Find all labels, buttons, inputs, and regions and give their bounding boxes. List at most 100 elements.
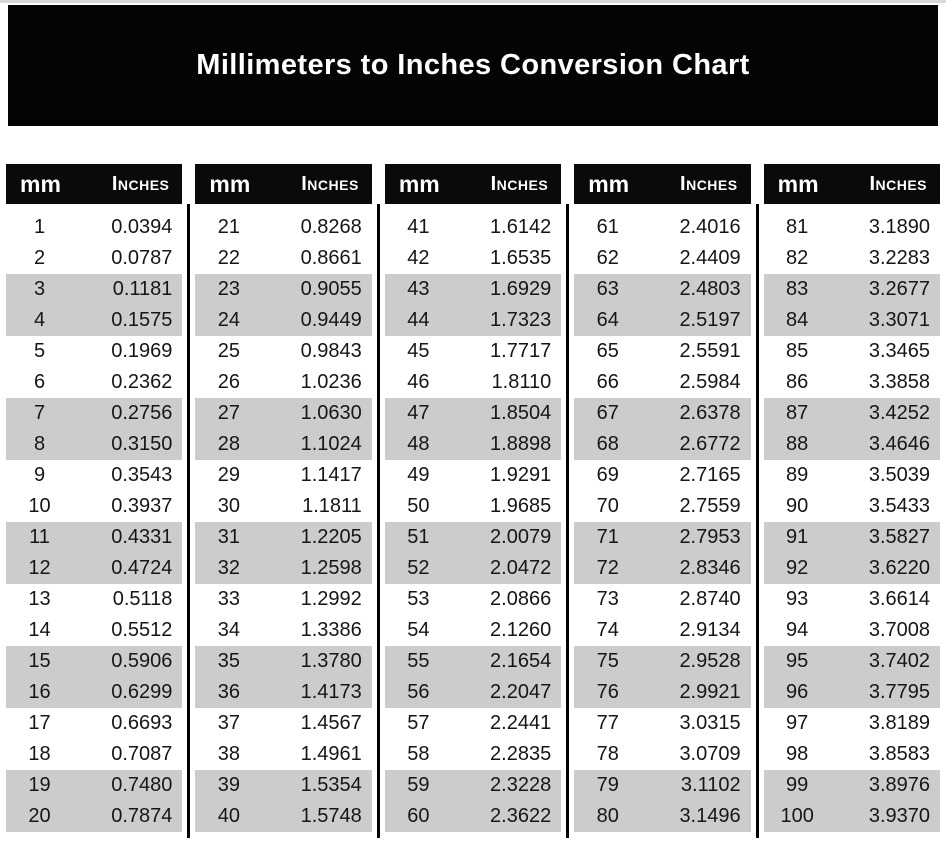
inches-value: 1.0236 [300, 371, 362, 393]
inches-value: 1.2992 [300, 588, 362, 610]
table-row: 1 0.0394 [6, 212, 182, 243]
table-row: 34 1.3386 [195, 615, 371, 646]
mm-value: 82 [786, 247, 809, 269]
inches-value: 3.3071 [868, 309, 931, 331]
mm-value: 56 [407, 681, 430, 703]
table-row: 90 3.5433 [764, 491, 940, 522]
mm-value: 30 [217, 495, 241, 517]
table-row: 88 3.4646 [763, 429, 941, 460]
table-group: mm Inches 41 1.6142 42 1.6535 43 1.6929 … [384, 164, 562, 832]
mm-value: 90 [786, 495, 809, 517]
mm-value: 50 [407, 495, 430, 517]
table-row: 65 2.5591 [574, 336, 750, 367]
mm-value: 36 [217, 681, 241, 703]
mm-value: 16 [28, 681, 51, 703]
inches-value: 3.4252 [868, 402, 931, 424]
mm-value: 47 [407, 402, 430, 424]
table-row: 5 0.1969 [6, 336, 182, 367]
inches-value: 2.0472 [490, 557, 552, 579]
table-row: 93 3.6614 [764, 584, 940, 615]
inches-value: 1.9685 [490, 495, 552, 517]
inches-value: 2.2441 [490, 712, 552, 734]
inches-value: 3.7008 [868, 619, 931, 641]
page-title: Millimeters to Inches Conversion Chart [196, 49, 750, 81]
mm-value: 67 [596, 402, 619, 424]
inches-value: 2.5197 [679, 309, 741, 331]
inches-value: 1.8898 [490, 433, 552, 455]
inches-value: 1.3780 [300, 650, 362, 672]
table-row: 86 3.3858 [764, 367, 940, 398]
mm-value: 71 [596, 526, 619, 548]
mm-column-header: mm [209, 170, 251, 197]
table-row: 57 2.2441 [385, 708, 561, 739]
table-row: 84 3.3071 [763, 305, 941, 336]
title-banner: Millimeters to Inches Conversion Chart [8, 5, 938, 126]
inches-value: 0.5906 [111, 650, 173, 672]
table-row: 16 0.6299 [6, 677, 183, 708]
table-row: 55 2.1654 [384, 646, 562, 677]
table-row: 13 0.5118 [6, 584, 182, 615]
table-row: 91 3.5827 [763, 522, 941, 553]
inches-value: 2.3228 [490, 774, 552, 796]
table-row: 60 2.3622 [384, 801, 562, 832]
table-row: 28 1.1024 [195, 429, 372, 460]
table-row: 32 1.2598 [195, 553, 372, 584]
mm-value: 22 [217, 247, 241, 269]
table-row: 52 2.0472 [384, 553, 562, 584]
table-group: mm Inches 61 2.4016 62 2.4409 63 2.4803 … [574, 164, 751, 832]
inches-value: 2.9134 [679, 619, 741, 641]
table-row: 36 1.4173 [195, 677, 372, 708]
mm-value: 92 [786, 557, 809, 579]
inches-value: 3.9370 [868, 805, 931, 827]
inches-value: 3.1496 [679, 805, 741, 827]
table-header: mm Inches [763, 164, 941, 204]
inches-value: 3.8583 [868, 743, 931, 765]
mm-value: 13 [28, 588, 51, 610]
table-row: 20 0.7874 [6, 801, 183, 832]
inches-value: 1.8504 [490, 402, 552, 424]
inches-column-header: Inches [869, 172, 928, 195]
inches-value: 0.3937 [111, 495, 173, 517]
table-header: mm Inches [6, 164, 183, 204]
mm-value: 79 [596, 774, 619, 796]
table-row: 49 1.9291 [385, 460, 561, 491]
table-row: 51 2.0079 [384, 522, 562, 553]
table-divider [755, 204, 759, 838]
table-row: 23 0.9055 [195, 274, 372, 305]
inches-value: 3.7402 [868, 650, 931, 672]
inches-value: 0.8268 [300, 216, 362, 238]
table-row: 6 0.2362 [6, 367, 182, 398]
inches-value: 2.7165 [679, 464, 741, 486]
inches-value: 0.2362 [111, 371, 173, 393]
inches-column-header: Inches [490, 172, 549, 195]
table-row: 25 0.9843 [195, 336, 371, 367]
mm-value: 83 [786, 278, 809, 300]
table-row: 73 2.8740 [574, 584, 750, 615]
mm-value: 93 [786, 588, 809, 610]
table-header: mm Inches [195, 164, 372, 204]
table-row: 21 0.8268 [195, 212, 371, 243]
mm-value: 58 [407, 743, 430, 765]
inches-value: 2.4016 [679, 216, 741, 238]
table-row: 19 0.7480 [6, 770, 183, 801]
table-row: 97 3.8189 [764, 708, 940, 739]
mm-value: 43 [407, 278, 430, 300]
mm-value: 8 [33, 433, 46, 455]
mm-value: 99 [786, 774, 809, 796]
inches-value: 0.6299 [111, 681, 173, 703]
mm-value: 73 [596, 588, 619, 610]
table-row: 43 1.6929 [384, 274, 562, 305]
inches-value: 3.1890 [868, 216, 931, 238]
mm-value: 75 [596, 650, 619, 672]
inches-value: 0.9449 [300, 309, 362, 331]
mm-value: 17 [28, 712, 51, 734]
inches-value: 2.1260 [490, 619, 552, 641]
table-group: mm Inches 1 0.0394 2 0.0787 3 0.1181 4 0… [6, 164, 183, 832]
inches-value: 1.6535 [490, 247, 552, 269]
table-row: 82 3.2283 [764, 243, 940, 274]
inches-value: 0.1969 [111, 340, 173, 362]
table-row: 39 1.5354 [195, 770, 372, 801]
table-row: 35 1.3780 [195, 646, 372, 677]
table-row: 96 3.7795 [763, 677, 941, 708]
mm-value: 44 [407, 309, 430, 331]
